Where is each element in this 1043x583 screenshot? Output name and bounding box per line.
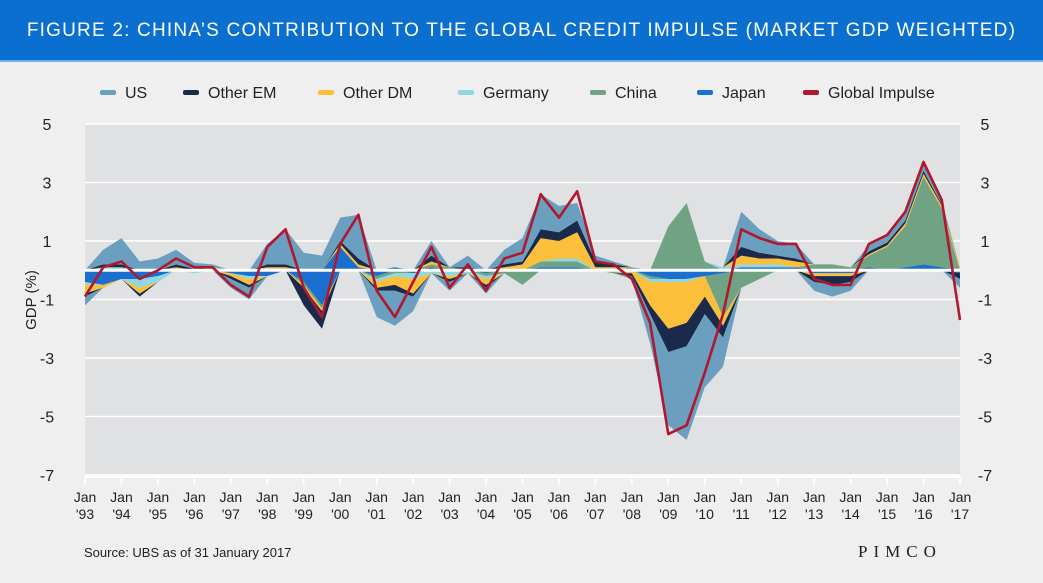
legend-swatch-other-em xyxy=(183,90,199,95)
area-other-em-neg xyxy=(85,270,960,353)
source-note: Source: UBS as of 31 January 2017 xyxy=(84,545,292,560)
x-tick-label: Jan xyxy=(220,489,243,505)
x-tick-label: '95 xyxy=(149,506,167,522)
x-tick-label: '06 xyxy=(550,506,568,522)
y-tick-label-right: 3 xyxy=(981,176,990,193)
x-tick-label: Jan xyxy=(475,489,498,505)
y-tick-label-left: -3 xyxy=(40,351,54,368)
y-tick-label-left: 1 xyxy=(43,234,52,251)
x-tick-label: '17 xyxy=(951,506,969,522)
area-japan-pos xyxy=(85,246,960,271)
figure-title: FIGURE 2: CHINA’S CONTRIBUTION TO THE GL… xyxy=(0,0,1043,62)
x-tick-label: '96 xyxy=(185,506,203,522)
x-tick-label: Jan xyxy=(766,489,789,505)
x-tick-label: Jan xyxy=(511,489,534,505)
legend-swatch-us xyxy=(100,90,116,95)
x-tick-label: '08 xyxy=(623,506,641,522)
area-us-pos xyxy=(85,162,960,271)
legend-swatch-japan xyxy=(697,90,713,95)
x-tick-label: Jan xyxy=(183,489,206,505)
x-tick-label: Jan xyxy=(74,489,97,505)
x-tick-label: Jan xyxy=(548,489,571,505)
x-tick-label: '04 xyxy=(477,506,495,522)
y-tick-label-right: -7 xyxy=(978,468,992,485)
legend-label: China xyxy=(615,85,657,102)
y-tick-label-left: -5 xyxy=(40,410,54,427)
x-tick-label: Jan xyxy=(657,489,680,505)
legend-label: Global Impulse xyxy=(828,85,935,102)
x-tick-label: '01 xyxy=(368,506,386,522)
x-tick-label: '12 xyxy=(769,506,787,522)
y-tick-label-right: -1 xyxy=(978,293,992,310)
y-tick-label-right: -3 xyxy=(978,351,992,368)
legend-label: US xyxy=(125,85,147,102)
pimco-logo: PIMCO xyxy=(858,542,942,561)
x-tick-label: Jan xyxy=(147,489,170,505)
x-tick-label: Jan xyxy=(110,489,133,505)
legend-label: Other EM xyxy=(208,85,276,102)
x-tick-label: '13 xyxy=(805,506,823,522)
legend-swatch-global-impulse xyxy=(803,90,819,95)
legend-label: Germany xyxy=(483,85,549,102)
x-tick-label: '94 xyxy=(112,506,130,522)
x-tick-label: '00 xyxy=(331,506,349,522)
x-tick-label: Jan xyxy=(584,489,607,505)
legend-label: Japan xyxy=(722,85,766,102)
x-tick-label: '05 xyxy=(513,506,531,522)
x-tick-label: Jan xyxy=(292,489,315,505)
x-tick-label: '03 xyxy=(440,506,458,522)
area-japan-neg xyxy=(85,270,960,306)
area-china-pos xyxy=(85,176,960,271)
x-tick-label: Jan xyxy=(803,489,826,505)
y-axis-label: GDP (%) xyxy=(23,270,40,330)
x-tick-label: '97 xyxy=(222,506,240,522)
y-tick-label-right: -5 xyxy=(978,410,992,427)
y-tick-label-left: 5 xyxy=(43,117,52,134)
x-tick-label: '02 xyxy=(404,506,422,522)
x-tick-label: Jan xyxy=(912,489,935,505)
y-tick-label-left: -1 xyxy=(40,293,54,310)
x-tick-label: Jan xyxy=(329,489,352,505)
x-tick-label: '16 xyxy=(914,506,932,522)
y-tick-label-right: 5 xyxy=(981,117,990,134)
x-tick-label: '93 xyxy=(76,506,94,522)
legend-label: Other DM xyxy=(343,85,412,102)
legend-swatch-china xyxy=(590,90,606,95)
x-tick-label: Jan xyxy=(438,489,461,505)
x-tick-label: '11 xyxy=(733,506,750,522)
legend-swatch-other-dm xyxy=(318,90,334,95)
legend-swatch-germany xyxy=(458,90,474,95)
x-tick-label: Jan xyxy=(402,489,425,505)
y-tick-label-left: -7 xyxy=(40,468,54,485)
x-tick-label: Jan xyxy=(730,489,753,505)
y-tick-label-right: 1 xyxy=(981,234,990,251)
x-tick-label: '10 xyxy=(696,506,714,522)
x-tick-label: '09 xyxy=(659,506,677,522)
x-tick-label: Jan xyxy=(256,489,279,505)
x-tick-label: '15 xyxy=(878,506,896,522)
x-tick-label: '07 xyxy=(586,506,604,522)
x-tick-label: Jan xyxy=(694,489,717,505)
x-tick-label: Jan xyxy=(949,489,972,505)
area-china-neg xyxy=(85,270,960,317)
y-tick-label-left: 3 xyxy=(43,176,52,193)
x-tick-label: '99 xyxy=(295,506,313,522)
x-tick-label: '14 xyxy=(842,506,860,522)
x-tick-label: Jan xyxy=(876,489,899,505)
x-tick-label: '98 xyxy=(258,506,276,522)
x-tick-label: Jan xyxy=(365,489,388,505)
x-tick-label: Jan xyxy=(839,489,862,505)
x-tick-label: Jan xyxy=(621,489,644,505)
